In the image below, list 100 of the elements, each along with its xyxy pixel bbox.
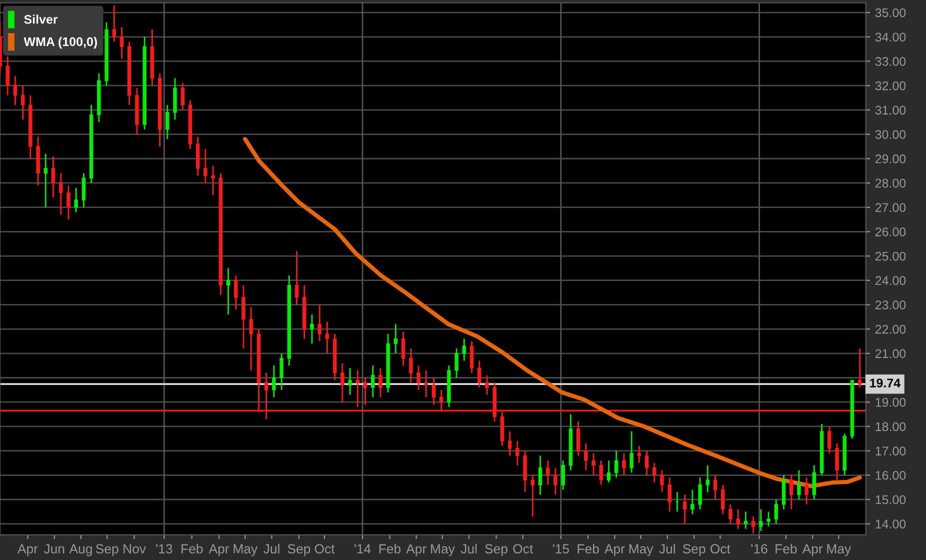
x-tick-label: Sep <box>485 544 508 556</box>
x-tick-label: Sep <box>96 544 118 556</box>
y-tick-label: 25.00 <box>875 252 906 261</box>
candlestick <box>561 460 565 490</box>
candlestick <box>424 370 428 398</box>
candlestick <box>751 516 756 534</box>
y-tick-label: 27.00 <box>875 203 906 212</box>
x-tick-label: Feb <box>182 544 203 554</box>
candlestick <box>180 82 184 111</box>
candlestick <box>652 462 656 484</box>
candlestick <box>409 348 413 384</box>
candlestick <box>530 474 535 518</box>
candlestick <box>744 510 748 530</box>
candlestick <box>394 323 398 354</box>
candlestick <box>51 155 56 198</box>
candlestick <box>470 340 474 374</box>
candlestick <box>812 464 816 500</box>
legend-label: WMA (100,0) <box>24 36 97 49</box>
candlestick <box>766 510 770 527</box>
candlestick <box>789 474 794 510</box>
y-tick-label: 17.00 <box>876 446 906 456</box>
x-tick-label: Jul <box>659 544 675 554</box>
candlestick <box>166 104 170 140</box>
y-tick-label: 32.00 <box>875 81 906 90</box>
x-tick-label: May <box>629 544 654 556</box>
candlestick <box>774 498 778 525</box>
candlestick <box>226 267 230 316</box>
candlestick <box>294 250 299 306</box>
candlestick <box>698 476 702 510</box>
candlestick <box>82 172 86 208</box>
candlestick <box>622 452 626 476</box>
y-tick-label: 28.00 <box>875 178 906 188</box>
x-tick-label: Nov <box>124 544 146 554</box>
candlestick <box>234 274 238 310</box>
candlestick <box>736 508 740 530</box>
x-tick-label: May <box>234 544 258 556</box>
candlestick <box>804 476 808 506</box>
x-tick-label: Feb <box>578 544 599 554</box>
candlestick <box>668 476 672 512</box>
candlestick <box>706 464 710 493</box>
candlestick <box>120 26 124 60</box>
x-tick-label: '16 <box>751 544 768 554</box>
y-tick-label: 16.00 <box>876 470 906 480</box>
x-tick-label: Oct <box>710 544 730 554</box>
candlestick <box>554 467 558 496</box>
candlestick <box>682 494 687 525</box>
x-tick-label: '14 <box>354 544 371 554</box>
candlestick <box>310 314 314 344</box>
candlestick <box>584 442 588 471</box>
candlestick <box>401 330 406 366</box>
candlestick <box>340 362 344 403</box>
candlestick <box>454 348 458 378</box>
x-tick-label: '13 <box>156 544 172 554</box>
candlestick <box>356 370 360 408</box>
candlestick <box>759 508 763 532</box>
candlestick <box>242 284 246 350</box>
x-tick-label: Feb <box>776 544 797 554</box>
y-tick-label: 34.00 <box>875 32 906 42</box>
candlestick <box>614 450 618 478</box>
candlestick <box>485 374 489 396</box>
candlestick <box>828 426 832 454</box>
x-tick-label: Aug <box>69 544 92 556</box>
legend-label: Silver <box>24 14 58 24</box>
y-tick-label: 33.00 <box>875 57 906 66</box>
candlestick <box>44 153 48 208</box>
candlestick <box>546 460 550 486</box>
x-tick-label: Oct <box>513 544 534 554</box>
y-tick-label: 31.00 <box>875 106 906 115</box>
candlestick <box>516 440 520 466</box>
candlestick <box>416 364 420 391</box>
y-tick-label: 15.00 <box>876 495 906 504</box>
x-tick-label: '15 <box>552 544 569 554</box>
x-tick-label: Feb <box>379 544 401 554</box>
candlestick <box>348 367 352 396</box>
candlestick <box>835 442 839 481</box>
y-tick-label: 35.00 <box>875 8 906 18</box>
x-tick-label: May <box>431 544 455 556</box>
candlestick <box>370 364 375 398</box>
candlestick <box>690 489 694 515</box>
x-tick-label: May <box>827 544 852 556</box>
y-tick-label: 23.00 <box>875 300 906 310</box>
y-tick-label: 21.00 <box>875 349 906 358</box>
y-tick-label: 30.00 <box>875 130 906 139</box>
candlestick <box>538 454 542 496</box>
x-tick-label: Apr <box>208 544 230 556</box>
candlestick <box>363 377 368 406</box>
candlestick <box>272 364 276 398</box>
candlestick <box>204 148 208 184</box>
x-tick-label: Apr <box>802 544 823 556</box>
candlestick <box>59 172 63 216</box>
candlestick <box>576 420 580 456</box>
ref-line-label: 19.74 <box>870 378 900 388</box>
x-tick-label: Apr <box>604 544 625 556</box>
candlestick <box>713 474 718 500</box>
candlestick <box>660 470 664 493</box>
y-tick-label: 29.00 <box>875 154 906 164</box>
candlestick <box>630 430 634 474</box>
candlestick <box>74 187 78 213</box>
x-tick-label: Apr <box>17 544 38 556</box>
candlestick <box>66 184 70 220</box>
